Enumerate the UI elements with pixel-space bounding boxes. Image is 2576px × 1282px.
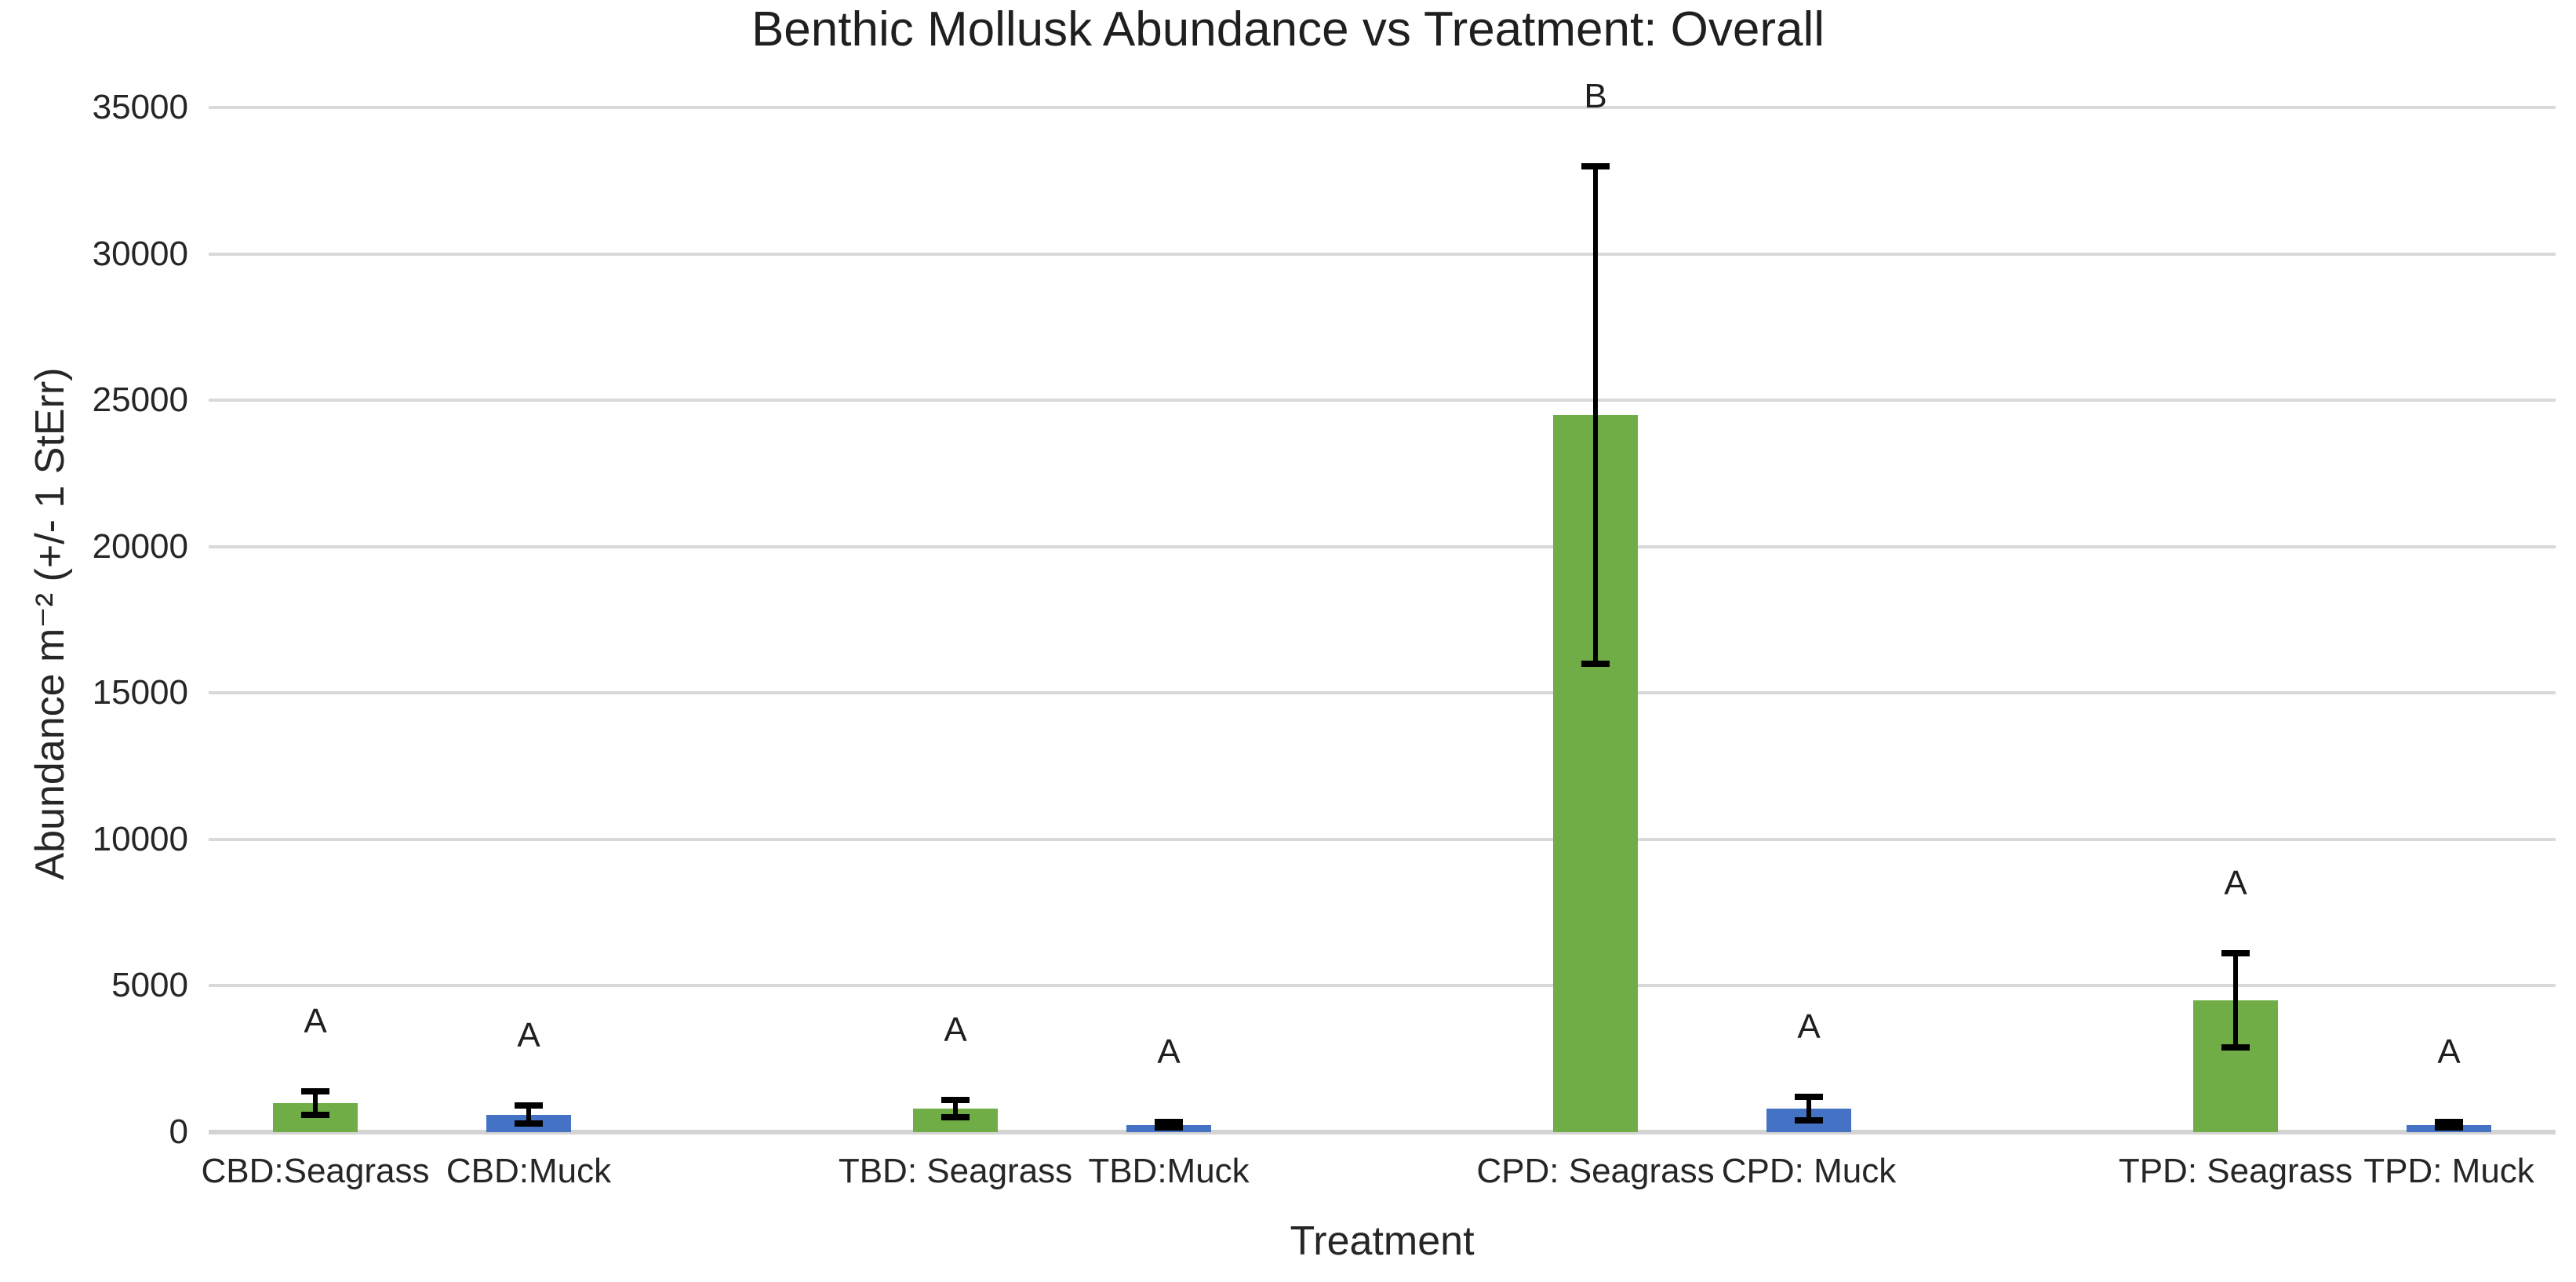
error-bar-cap bbox=[1795, 1117, 1823, 1124]
significance-letter: A bbox=[944, 1010, 967, 1049]
gridline bbox=[209, 252, 2556, 256]
error-bar-cap bbox=[1581, 660, 1610, 667]
error-bar-cap bbox=[941, 1114, 970, 1121]
x-tick-label: TBD: Seagrass bbox=[838, 1152, 1073, 1190]
y-tick-label: 20000 bbox=[92, 526, 188, 566]
error-bar bbox=[313, 1091, 318, 1115]
error-bar-cap bbox=[301, 1087, 329, 1094]
error-bar-cap bbox=[515, 1102, 543, 1109]
gridline bbox=[209, 106, 2556, 109]
error-bar-cap bbox=[941, 1096, 970, 1103]
significance-letter: B bbox=[1584, 76, 1607, 115]
error-bar-cap bbox=[1155, 1118, 1183, 1125]
error-bar-cap bbox=[1581, 162, 1610, 169]
error-bar bbox=[1806, 1097, 1811, 1121]
error-bar-cap bbox=[2221, 1043, 2250, 1051]
y-tick-label: 35000 bbox=[92, 88, 188, 126]
error-bar-cap bbox=[2221, 950, 2250, 957]
plot-area: A A A A B A A A bbox=[209, 77, 2556, 1134]
chart-title: Benthic Mollusk Abundance vs Treatment: … bbox=[751, 2, 1825, 56]
y-tick-label: 5000 bbox=[111, 966, 188, 1005]
significance-letter: A bbox=[1797, 1007, 1821, 1047]
gridline bbox=[209, 544, 2556, 548]
y-tick-label: 30000 bbox=[92, 234, 188, 273]
y-tick-label: 0 bbox=[169, 1113, 188, 1151]
error-bar-cap bbox=[2435, 1124, 2463, 1131]
error-bar bbox=[1593, 166, 1598, 664]
significance-letter: A bbox=[517, 1016, 540, 1055]
error-bar-cap bbox=[2435, 1118, 2463, 1125]
error-bar-cap bbox=[1155, 1124, 1183, 1131]
gridline bbox=[209, 984, 2556, 988]
y-tick-label: 25000 bbox=[92, 381, 188, 420]
x-tick-label: CBD:Muck bbox=[446, 1152, 612, 1190]
error-bar-cap bbox=[301, 1111, 329, 1118]
x-tick-label: TPD: Seagrass bbox=[2118, 1152, 2353, 1190]
significance-letter: A bbox=[2437, 1032, 2461, 1071]
x-axis-line bbox=[209, 1130, 2556, 1134]
error-bar bbox=[2233, 953, 2238, 1047]
error-bar-cap bbox=[515, 1120, 543, 1127]
significance-letter: A bbox=[304, 1001, 327, 1040]
x-axis-title: Treatment bbox=[1290, 1218, 1475, 1264]
error-bar-cap bbox=[1795, 1094, 1823, 1101]
significance-letter: A bbox=[2224, 864, 2247, 903]
x-tick-label: TBD:Muck bbox=[1088, 1152, 1250, 1190]
x-tick-label: CPD: Seagrass bbox=[1476, 1152, 1715, 1190]
error-bar bbox=[526, 1105, 531, 1124]
significance-letter: A bbox=[1157, 1032, 1181, 1071]
y-tick-label: 10000 bbox=[92, 819, 188, 858]
x-tick-label: TPD: Muck bbox=[2363, 1152, 2534, 1190]
y-tick-label: 15000 bbox=[92, 673, 188, 712]
y-axis-title: Abundance m⁻² (+/- 1 StErr) bbox=[27, 367, 73, 880]
x-tick-label: CBD:Seagrass bbox=[201, 1152, 430, 1190]
error-bar bbox=[953, 1099, 958, 1118]
gridline bbox=[209, 837, 2556, 841]
gridline bbox=[209, 399, 2556, 402]
x-tick-label: CPD: Muck bbox=[1721, 1152, 1897, 1190]
gridline bbox=[209, 691, 2556, 695]
